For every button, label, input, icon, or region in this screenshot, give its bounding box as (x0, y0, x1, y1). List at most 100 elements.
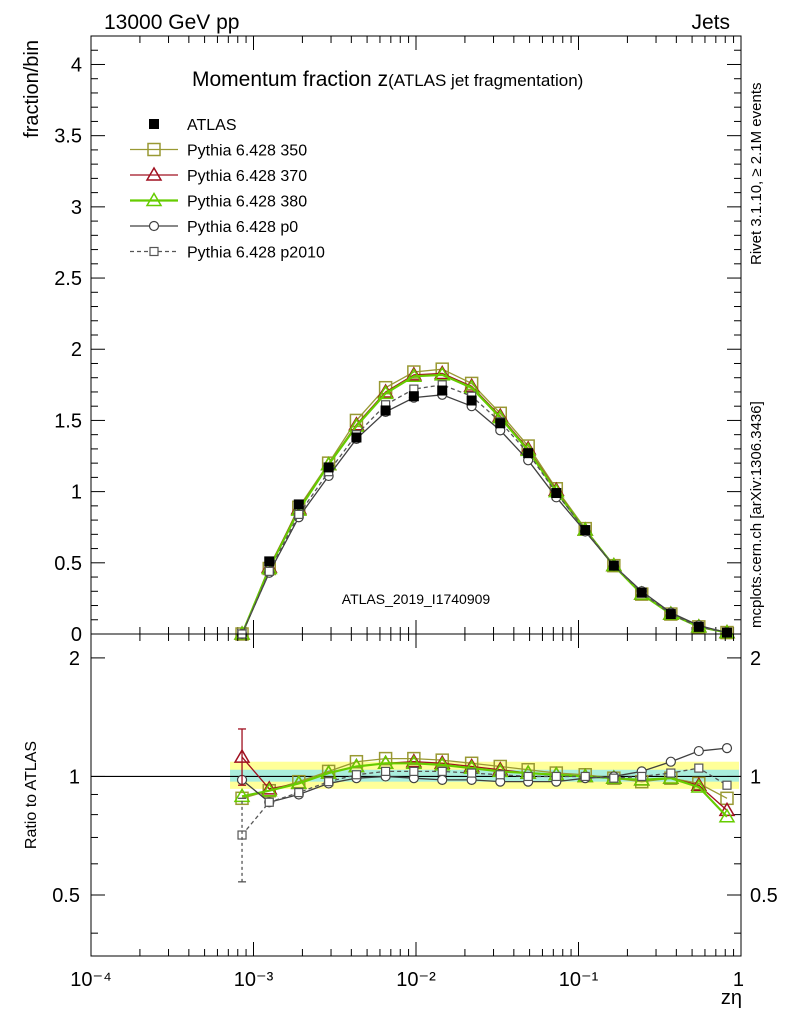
data-point (495, 418, 506, 429)
series-point-ratio (580, 771, 590, 782)
legend-label: Pythia 6.428 380 (187, 194, 307, 211)
series-point-ratio (407, 751, 421, 766)
series-point-ratio (349, 754, 364, 769)
x-tick-label: 10⁻² (396, 969, 436, 991)
series-point-ratio (718, 808, 736, 823)
series-point-main (264, 566, 274, 576)
legend-marker (147, 142, 161, 157)
series-point-ratio (694, 763, 704, 773)
ratio-panel: Ratio to ATLAS 10⁻⁴ 10⁻³ 10⁻² 10⁻¹ 10.5 0.51 1… (23, 633, 778, 1009)
ratio-tick-label-right: 2 (750, 648, 761, 670)
data-point (408, 391, 419, 402)
ratio-tick-label-right: 1 (750, 766, 761, 788)
data-point (693, 621, 704, 632)
watermark: ATLAS_2019_I1740909 (342, 591, 491, 607)
series-line-ratio (241, 767, 728, 836)
series-point-ratio (609, 773, 619, 783)
series-point-ratio (722, 780, 732, 790)
legend-label: Pythia 6.428 p2010 (187, 245, 325, 262)
series-point-ratio (260, 780, 278, 795)
x-tick-label: 10⁻⁴ (70, 969, 111, 991)
plot-title: Momentum fraction z(ATLAS jet fragmentat… (192, 68, 583, 91)
series-point-ratio (380, 766, 391, 776)
series-point-ratio (665, 756, 676, 767)
x-tick-label: 10⁻³ (234, 969, 274, 991)
data-point (551, 488, 562, 499)
series-point-ratio (378, 751, 393, 766)
header-right: Jets (691, 11, 730, 34)
series-point-ratio (721, 743, 733, 754)
ratio-tick-label: 2 (69, 648, 80, 670)
series-point-main (433, 366, 451, 381)
ratio-band (230, 761, 739, 789)
series-point-ratio (467, 768, 477, 778)
ratio-tick-label-right: 0.5 (750, 885, 778, 907)
data-point (523, 448, 534, 459)
data-point (721, 627, 732, 638)
series-point-ratio (294, 787, 304, 798)
y-tick-label: 4 (71, 54, 82, 76)
data-point (608, 560, 619, 571)
data-point (636, 587, 647, 598)
main-marks (233, 362, 736, 641)
series-point-main (377, 384, 394, 400)
series-point-ratio (351, 770, 362, 780)
legend-marker (145, 166, 163, 181)
series-point-main (405, 367, 423, 383)
series-point-ratio (523, 771, 533, 782)
side-label-bottom: mcplots.cern.ch [arXiv:1306.3436] (748, 401, 765, 628)
series-point-ratio (690, 778, 708, 793)
y-axis-label: fraction/bin (21, 40, 43, 138)
series-point-ratio (495, 770, 505, 780)
ratio-tick-label: 1 (69, 766, 80, 788)
series-point-ratio (264, 797, 274, 807)
y-tick-label: 1.5 (54, 410, 82, 432)
series-point-ratio (637, 771, 647, 782)
main-axes: 0 0.5 1 1.5 2 2.5 3 3.5 4 (54, 35, 741, 646)
ratio-y-axis-label: Ratio to ATLAS (23, 741, 40, 849)
y-tick-label: 0 (71, 624, 82, 646)
header-left: 13000 GeV pp (104, 11, 239, 34)
series-point-ratio (324, 777, 334, 787)
series-point-ratio (666, 768, 676, 778)
ratio-marks (233, 728, 736, 883)
data-point (665, 609, 676, 620)
data-point (323, 462, 334, 473)
legend-label: Pythia 6.428 350 (187, 143, 307, 160)
legend-marker (145, 192, 163, 207)
series-point-ratio (260, 782, 278, 797)
legend-label-atlas: ATLAS (187, 117, 237, 134)
series-point-ratio (435, 753, 449, 767)
y-tick-label: 3.5 (54, 126, 82, 148)
side-label-top: Rivet 3.1.10, ≥ 2.1M events (748, 83, 765, 266)
x-tick-label: 10⁻¹ (559, 969, 599, 991)
data-point (437, 385, 448, 396)
series-point-ratio (693, 745, 704, 757)
data-point (264, 556, 275, 567)
series-line-ratio (241, 747, 728, 803)
y-tick-label: 2.5 (54, 268, 82, 290)
y-tick-label: 0.5 (54, 553, 82, 575)
data-point (466, 395, 477, 406)
data-point (380, 405, 391, 416)
series-point-ratio (437, 774, 448, 786)
legend-label: Pythia 6.428 p0 (187, 219, 298, 236)
plot-title-main: Momentum fraction z (192, 68, 388, 91)
x-tick-label: 1 (733, 969, 744, 991)
series-point-main (407, 365, 421, 379)
x-axis-label: zη (721, 987, 742, 1009)
ratio-tick-label: 0.5 (52, 885, 80, 907)
ratio-frame (90, 633, 742, 957)
ratio-band-inner (230, 769, 739, 782)
data-point (580, 525, 591, 536)
data-point (351, 432, 362, 443)
y-tick-label: 2 (71, 339, 82, 361)
main-panel: Momentum fraction z(ATLAS jet fragmentat… (21, 35, 742, 646)
series-point-ratio (409, 766, 419, 776)
plot-title-sub: (ATLAS jet fragmentation) (388, 71, 583, 90)
legend-label: Pythia 6.428 370 (187, 168, 307, 185)
series-point-main (294, 509, 304, 519)
ratio-axes: 10⁻⁴ 10⁻³ 10⁻² 10⁻¹ 1 0.5 0.5 1 1 2 2 (52, 634, 778, 991)
series-point-ratio (551, 771, 561, 782)
